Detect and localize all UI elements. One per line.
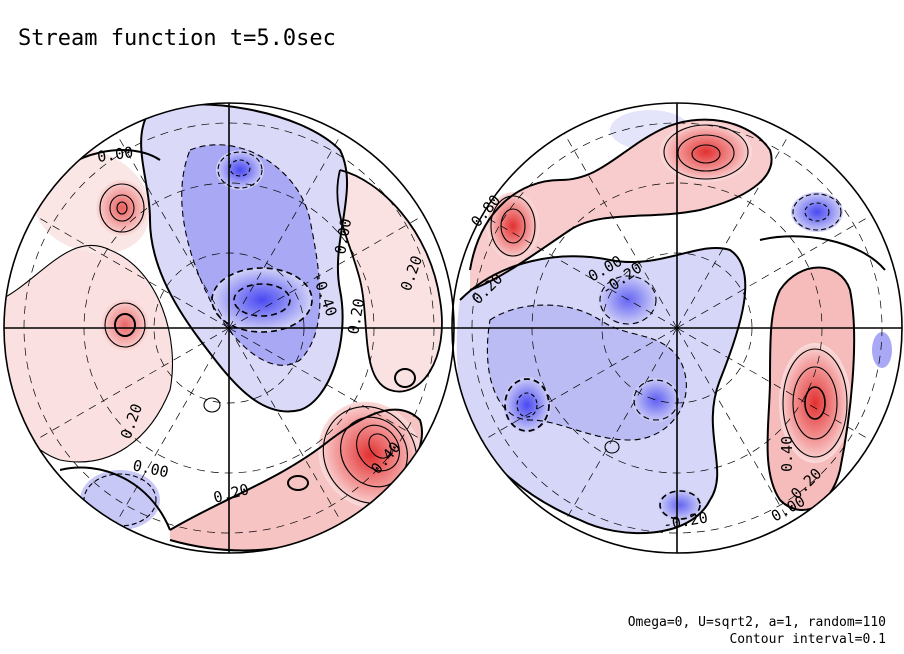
- left-meridian-1: [33, 214, 230, 329]
- right-meridian-5: [563, 132, 678, 329]
- right-hemisphere-outline: [451, 102, 903, 554]
- right-contour-red-right-2: [792, 366, 838, 440]
- right-contour-red-top-2: [677, 134, 735, 172]
- right-contour-neg-mid: [633, 379, 679, 421]
- left-contour-neg-dash: [181, 144, 321, 366]
- left-blue-top: [216, 150, 264, 190]
- left-red-blob-upper: [96, 180, 148, 236]
- left-meridian-3: [33, 327, 230, 442]
- right-meridian-2: [676, 214, 873, 329]
- contour-label: 0.40: [778, 436, 796, 472]
- right-blue-peak-bottom: [658, 489, 702, 521]
- right-contour-red-left-1: [490, 195, 536, 257]
- left-contour-neg-inner: [211, 267, 313, 333]
- right-meridian-3: [481, 327, 678, 442]
- right-blue-peak-mid: [632, 378, 680, 422]
- right-contour-neg-upper-right: [792, 193, 842, 231]
- left-meridian-2: [228, 214, 425, 329]
- left-contour-neg-top-core: [229, 159, 251, 177]
- left-contour-pink-right: [336, 169, 443, 393]
- left-blue-bottom: [80, 470, 160, 530]
- left-contour-pink: [4, 244, 173, 463]
- left-contour-zero: [140, 103, 348, 413]
- contour-label: 0.20: [344, 297, 368, 336]
- right-blue-edge: [872, 332, 892, 368]
- right-meridian-6: [676, 132, 791, 329]
- left-meridian-5: [115, 132, 230, 329]
- right-contour-neg-left-2: [516, 392, 538, 418]
- left-contour-neg-top: [217, 151, 263, 189]
- right-contour-red-top-3: [691, 144, 721, 164]
- right-meridian-4: [676, 327, 873, 442]
- left-blue-peak: [212, 268, 312, 332]
- left-contour-red-4: [368, 433, 392, 459]
- right-contour-neg-center: [599, 275, 657, 325]
- right-contour-small-loop: [604, 440, 620, 454]
- left-contour-small-loop-2: [203, 397, 221, 413]
- left-contour-neg-core: [233, 283, 291, 317]
- right-contour-zero-right: [759, 235, 886, 271]
- parameters-note: Omega=0, U=sqrt2, a=1, random=110: [627, 615, 886, 630]
- left-meridian-6: [228, 132, 343, 329]
- right-contour-neg-bottom: [659, 490, 701, 520]
- right-red-peak-right: [779, 343, 851, 463]
- right-blue-peak-left: [503, 377, 551, 433]
- left-meridian-7: [115, 327, 230, 524]
- contour-interval-note: Contour interval=0.1: [729, 632, 886, 647]
- right-contour-zero: [459, 246, 747, 535]
- left-contour-red-3: [356, 424, 400, 472]
- left-contour-blob-left: [104, 302, 146, 348]
- left-contour-blob-upper: [99, 183, 145, 233]
- right-meridian-8: [676, 327, 791, 524]
- right-red-peak-left: [487, 192, 539, 260]
- left-hemisphere-outline: [3, 102, 455, 554]
- right-blue-peak-upper-right: [791, 192, 843, 232]
- contour-label: 0.00: [96, 143, 134, 166]
- left-meridian-8: [228, 327, 343, 524]
- right-meridian-7: [563, 327, 678, 524]
- left-contour-blob-upper-3: [116, 201, 128, 215]
- right-contour-red-right-1: [782, 348, 848, 458]
- right-contour-neg-upper-right-2: [804, 202, 830, 222]
- left-contour-small-loop-3: [287, 475, 309, 491]
- right-meridian-1: [481, 214, 678, 329]
- left-pink-region-right: [337, 170, 442, 392]
- contour-label: 0.00: [331, 217, 355, 256]
- right-red-peak-top: [660, 122, 752, 182]
- right-contour-red-right-3: [804, 386, 826, 420]
- left-meridian-4: [228, 327, 425, 442]
- left-contour-blob-upper-2: [109, 194, 135, 222]
- left-contour-zero-3: [59, 466, 171, 531]
- chart-title: Stream function t=5.0sec: [18, 26, 336, 51]
- right-contour-neg-left: [504, 378, 550, 432]
- left-contour-small-loop: [394, 368, 416, 388]
- left-red-blob-left: [101, 299, 149, 351]
- left-contour-blob-left-2: [114, 313, 136, 337]
